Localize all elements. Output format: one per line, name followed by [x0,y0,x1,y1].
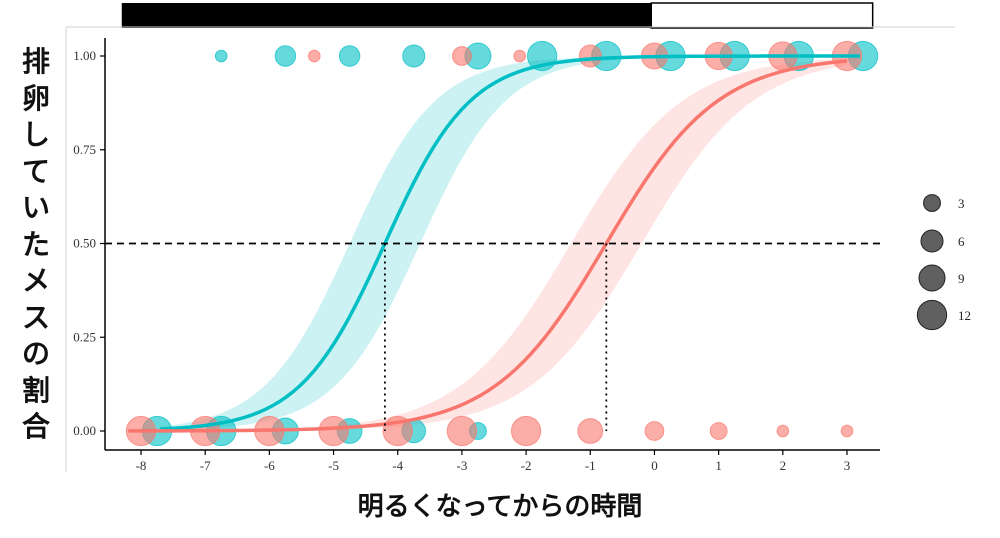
y-tick-label-0: 0.00 [73,423,96,438]
x-tick-label-8: 0 [651,458,658,473]
x-tick-label-4: -4 [392,458,403,473]
fitted-curves [128,54,860,433]
point-salmon-y0-5 [446,415,478,447]
point-salmon-y0-7 [577,418,604,444]
y-tick-label-3: 0.75 [73,142,96,157]
point-cyan-y1-0 [214,49,228,63]
x-tick-label-1: -7 [200,458,211,473]
x-tick-label-2: -6 [264,458,275,473]
legend-label-3: 12 [958,308,971,323]
point-salmon-y1-1 [452,46,472,66]
point-salmon-y0-3 [318,415,349,447]
dark-period-bar [121,3,652,28]
light-period-bar [650,2,874,29]
x-tick-label-0: -8 [136,458,147,473]
legend-circle-1 [920,229,944,253]
x-tick-label-11: 3 [844,458,851,473]
axes: -8 -7 -6 -5 -4 -3 -2 -1 0 1 2 3 0.00 0.25 0.50 0.75 1.00 [73,38,880,473]
y-tick-label-4: 1.00 [73,48,96,63]
point-salmon-y1-0 [307,49,321,63]
y-label-char: 割 [22,373,51,407]
x-axis-label: 明るくなってからの時間 [357,492,643,522]
point-cyan-y1-3 [402,44,426,68]
point-salmon-y0-6 [510,415,542,447]
y-label-char: い [22,191,51,224]
reference-lines [105,242,880,431]
x-tick-label-7: -1 [585,458,596,473]
legend-circle-2 [918,264,946,292]
y-label-char: て [22,154,51,188]
y-tick-label-1: 0.25 [73,329,96,344]
point-cyan-y1-2 [338,45,361,67]
legend-label-1: 6 [958,234,965,249]
point-salmon-y1-2 [513,49,526,63]
y-tick-label-2: 0.50 [73,236,96,251]
y-label-char: 卵 [22,81,51,115]
y-label-char: し [22,118,51,151]
point-salmon-y0-11 [840,424,854,438]
light-dark-bar [121,2,874,29]
point-salmon-y0-10 [776,424,790,438]
curve-salmon [128,59,848,433]
y-label-char: た [22,227,51,261]
x-tick-label-6: -2 [521,458,532,473]
point-cyan-y1-1 [274,45,297,67]
x-tick-label-3: -5 [328,458,339,473]
point-salmon-y0-8 [644,421,665,441]
x-tick-label-9: 1 [715,458,722,473]
x-tick-label-5: -3 [456,458,467,473]
y-label-char: 合 [22,410,51,443]
x-tick-label-10: 2 [780,458,787,473]
point-salmon-y1-3 [578,44,602,68]
y-label-char: の [22,337,51,370]
y-label-char: 排 [22,45,51,78]
y-label-char: ス [22,300,51,334]
legend-circle-0 [923,194,941,212]
size-legend: 3 6 9 12 [916,194,971,331]
point-salmon-y0-9 [709,422,728,440]
ribbon-cyan [160,56,860,431]
legend-label-2: 9 [958,271,965,286]
legend-label-0: 3 [958,196,965,211]
curve-cyan [160,54,860,431]
y-label-char: メ [22,264,51,297]
legend-circle-3 [916,299,948,331]
